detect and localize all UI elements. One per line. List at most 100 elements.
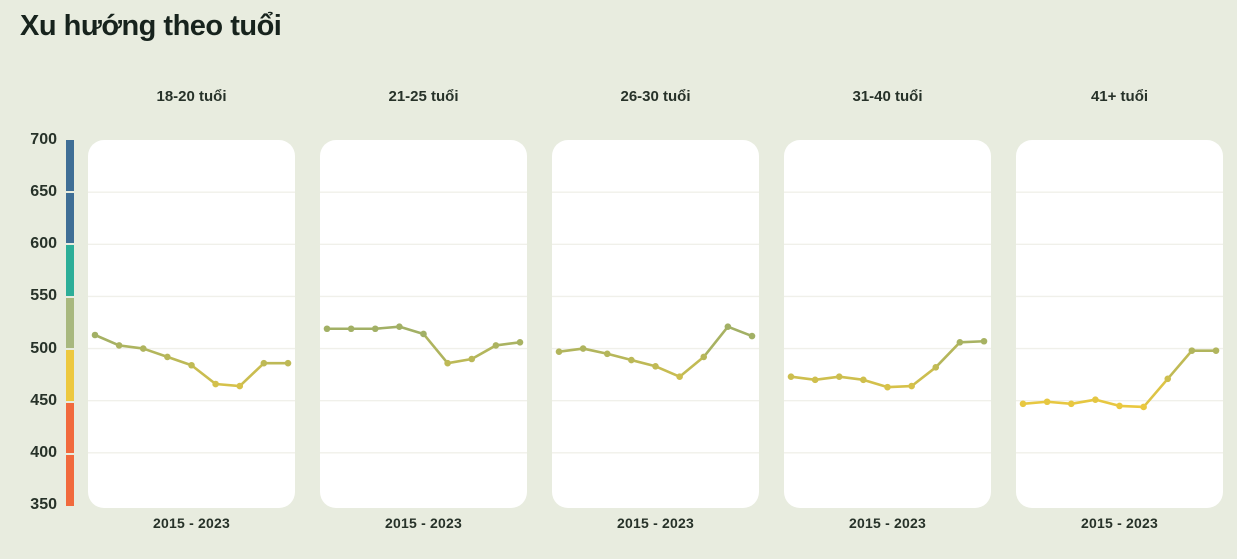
chart-panel	[320, 140, 527, 508]
data-point-marker	[932, 364, 940, 371]
trend-line-segment	[726, 325, 754, 338]
trend-line-segment	[117, 344, 145, 350]
data-point-marker	[1188, 347, 1196, 354]
trend-line-segment	[446, 357, 474, 365]
y-axis-tick-label: 700	[30, 131, 57, 148]
trend-line-segment	[1021, 400, 1049, 406]
line-chart	[552, 191, 759, 454]
colorbar-segment	[66, 455, 74, 507]
trend-line-segment	[1069, 398, 1097, 406]
y-axis-tick-label: 600	[30, 235, 57, 253]
trend-line-segment	[93, 333, 121, 347]
data-point-marker	[748, 332, 756, 340]
data-point-marker	[1019, 400, 1027, 408]
data-point-marker	[908, 382, 915, 390]
trend-line-segment	[958, 339, 986, 344]
data-point-marker	[371, 325, 379, 333]
trend-line-segment	[494, 341, 522, 347]
panel-title: 21-25 tuổi	[388, 88, 459, 105]
data-point-marker	[468, 355, 476, 363]
colorbar-segment	[66, 297, 74, 349]
data-point-marker	[860, 376, 867, 384]
trend-line-segment	[190, 363, 217, 386]
trend-line-segment	[1118, 404, 1145, 409]
colorbar-segment	[66, 350, 74, 401]
trend-line-segment	[557, 347, 585, 353]
data-point-marker	[188, 361, 195, 369]
data-point-marker	[884, 383, 891, 391]
data-point-marker	[212, 380, 219, 388]
data-point-marker	[700, 353, 708, 361]
trend-line-segment	[166, 355, 193, 367]
data-point-marker	[260, 359, 268, 367]
data-point-marker	[1212, 347, 1220, 354]
page-title: Xu hướng theo tuổi	[20, 10, 282, 42]
trend-line-segment	[910, 366, 938, 388]
colorbar-legend	[66, 140, 74, 507]
data-point-marker	[835, 373, 843, 381]
colorbar-segment	[66, 402, 74, 454]
data-point-marker	[420, 330, 427, 338]
data-point-marker	[1043, 398, 1051, 406]
data-point-marker	[1116, 402, 1123, 410]
data-point-marker	[115, 342, 123, 349]
colorbar-segment	[66, 140, 74, 191]
data-point-marker	[347, 325, 355, 333]
data-point-marker	[492, 342, 500, 349]
panel-title: 18-20 tuổi	[156, 88, 227, 105]
chart-panel	[88, 140, 295, 508]
chart-panel	[1016, 140, 1223, 508]
y-axis-tick-label: 350	[30, 495, 57, 513]
trend-line-segment	[702, 325, 730, 359]
trend-line-segment	[678, 355, 706, 379]
data-point-marker	[91, 331, 99, 339]
data-point-marker	[1140, 403, 1147, 411]
data-point-marker	[1067, 400, 1075, 408]
data-point-marker	[1164, 375, 1172, 383]
trend-line-segment	[654, 364, 681, 379]
trend-line-segment	[934, 341, 962, 369]
trend-line-segment	[422, 332, 449, 365]
y-axis-tick-label: 400	[30, 443, 57, 461]
trend-line-segment	[813, 375, 841, 382]
data-point-marker	[323, 325, 331, 333]
trend-line-segment	[862, 378, 889, 389]
data-point-marker	[284, 359, 292, 367]
chart-panel	[784, 140, 991, 508]
x-axis-label: 2015 - 2023	[849, 515, 926, 531]
y-axis-tick-label: 550	[30, 287, 57, 305]
trend-line-segment	[398, 325, 425, 336]
data-point-marker	[396, 323, 403, 330]
trend-line-segment	[581, 347, 609, 356]
x-axis-label: 2015 - 2023	[385, 515, 462, 531]
trend-line-segment	[789, 375, 817, 382]
data-point-marker	[956, 339, 964, 346]
x-axis-label: 2015 - 2023	[1081, 515, 1158, 531]
trend-line-segment	[238, 361, 266, 388]
colorbar-segment	[66, 245, 74, 296]
trend-line-segment	[605, 352, 633, 362]
x-axis-label: 2015 - 2023	[617, 515, 694, 531]
data-point-marker	[787, 373, 795, 381]
trend-line-segment	[1045, 400, 1073, 406]
x-axis-label: 2015 - 2023	[153, 515, 230, 531]
y-axis-tick-label: 500	[30, 339, 57, 357]
data-point-marker	[628, 356, 635, 364]
data-point-marker	[164, 353, 171, 361]
trend-line-segment	[470, 344, 498, 361]
panel-title: 26-30 tuổi	[620, 88, 691, 105]
trend-line-segment	[1142, 377, 1170, 409]
data-point-marker	[516, 339, 524, 346]
trend-line-segment	[886, 384, 913, 389]
line-chart	[1016, 191, 1223, 454]
y-axis-tick-label: 650	[30, 183, 57, 201]
data-point-marker	[652, 362, 659, 370]
trend-line-segment	[214, 382, 242, 388]
line-chart	[784, 191, 991, 454]
data-point-marker	[980, 337, 988, 345]
data-point-marker	[603, 350, 611, 358]
y-axis-tick-label: 450	[30, 391, 57, 409]
data-point-marker	[724, 323, 732, 330]
line-chart	[88, 191, 295, 454]
